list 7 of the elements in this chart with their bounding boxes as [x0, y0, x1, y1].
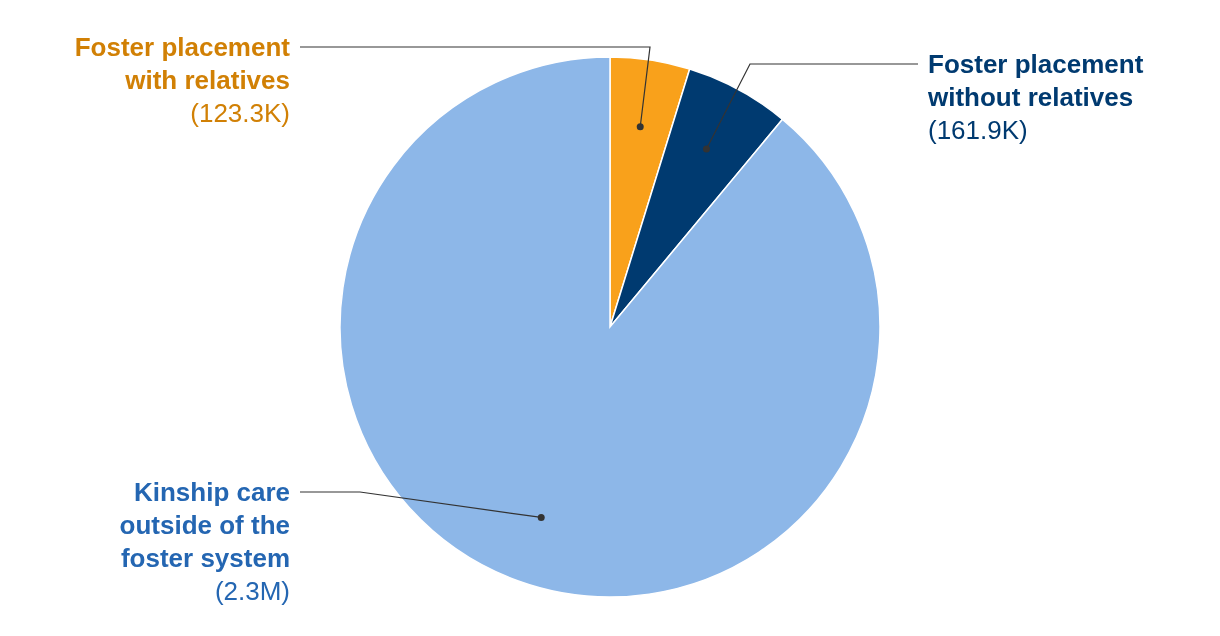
slice-label: Foster placement without relatives — [927, 49, 1144, 112]
data-label: (123.3K) — [190, 98, 290, 128]
slice-label: Kinship care outside of the foster system — [119, 477, 290, 573]
data-label: (161.9K) — [928, 115, 1028, 145]
pie-slice — [339, 56, 881, 598]
slice-label: Foster placement with relatives — [74, 32, 291, 95]
data-label: (2.3M) — [214, 576, 290, 606]
